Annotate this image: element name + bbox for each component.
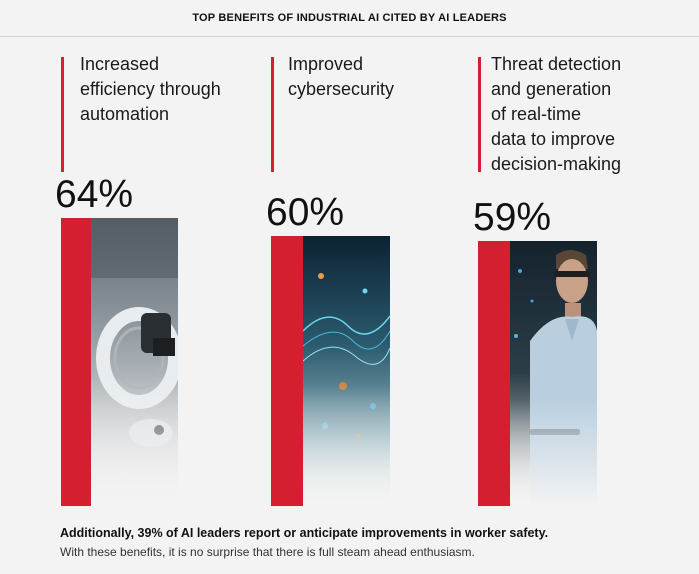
bar-cybersecurity (271, 236, 303, 506)
label-accent-line (478, 57, 481, 172)
label-line: data to improve (491, 129, 616, 149)
footer-note: With these benefits, it is no surprise t… (60, 545, 475, 559)
label-line: and generation (491, 79, 612, 99)
digital-network-photo (303, 236, 390, 506)
category-label-efficiency: Increased efficiency through automation (80, 52, 221, 127)
label-line: efficiency through (80, 79, 221, 99)
category-label-threat-detection: Threat detection and generation of real-… (491, 52, 621, 177)
value-label-threat-detection: 59% (473, 196, 552, 239)
label-accent-line (61, 57, 64, 172)
value-label-efficiency: 64% (55, 173, 134, 216)
label-accent-line (271, 57, 274, 172)
robot-arm-photo (91, 218, 178, 506)
label-line: decision-making (491, 154, 622, 174)
chart-header: TOP BENEFITS OF INDUSTRIAL AI CITED BY A… (0, 0, 699, 37)
label-line: automation (80, 104, 170, 124)
footer-highlight: Additionally, 39% of AI leaders report o… (60, 526, 549, 540)
label-line: Threat detection (491, 54, 622, 74)
bar-efficiency (61, 218, 91, 506)
label-line: Improved (288, 54, 364, 74)
bar-threat-detection (478, 241, 510, 506)
category-label-cybersecurity: Improved cybersecurity (288, 52, 394, 102)
chart-title: TOP BENEFITS OF INDUSTRIAL AI CITED BY A… (192, 12, 507, 24)
engineer-photo (510, 241, 597, 506)
value-label-cybersecurity: 60% (266, 191, 345, 234)
label-line: of real-time (491, 104, 582, 124)
label-line: Increased (80, 54, 160, 74)
label-line: cybersecurity (288, 79, 395, 99)
